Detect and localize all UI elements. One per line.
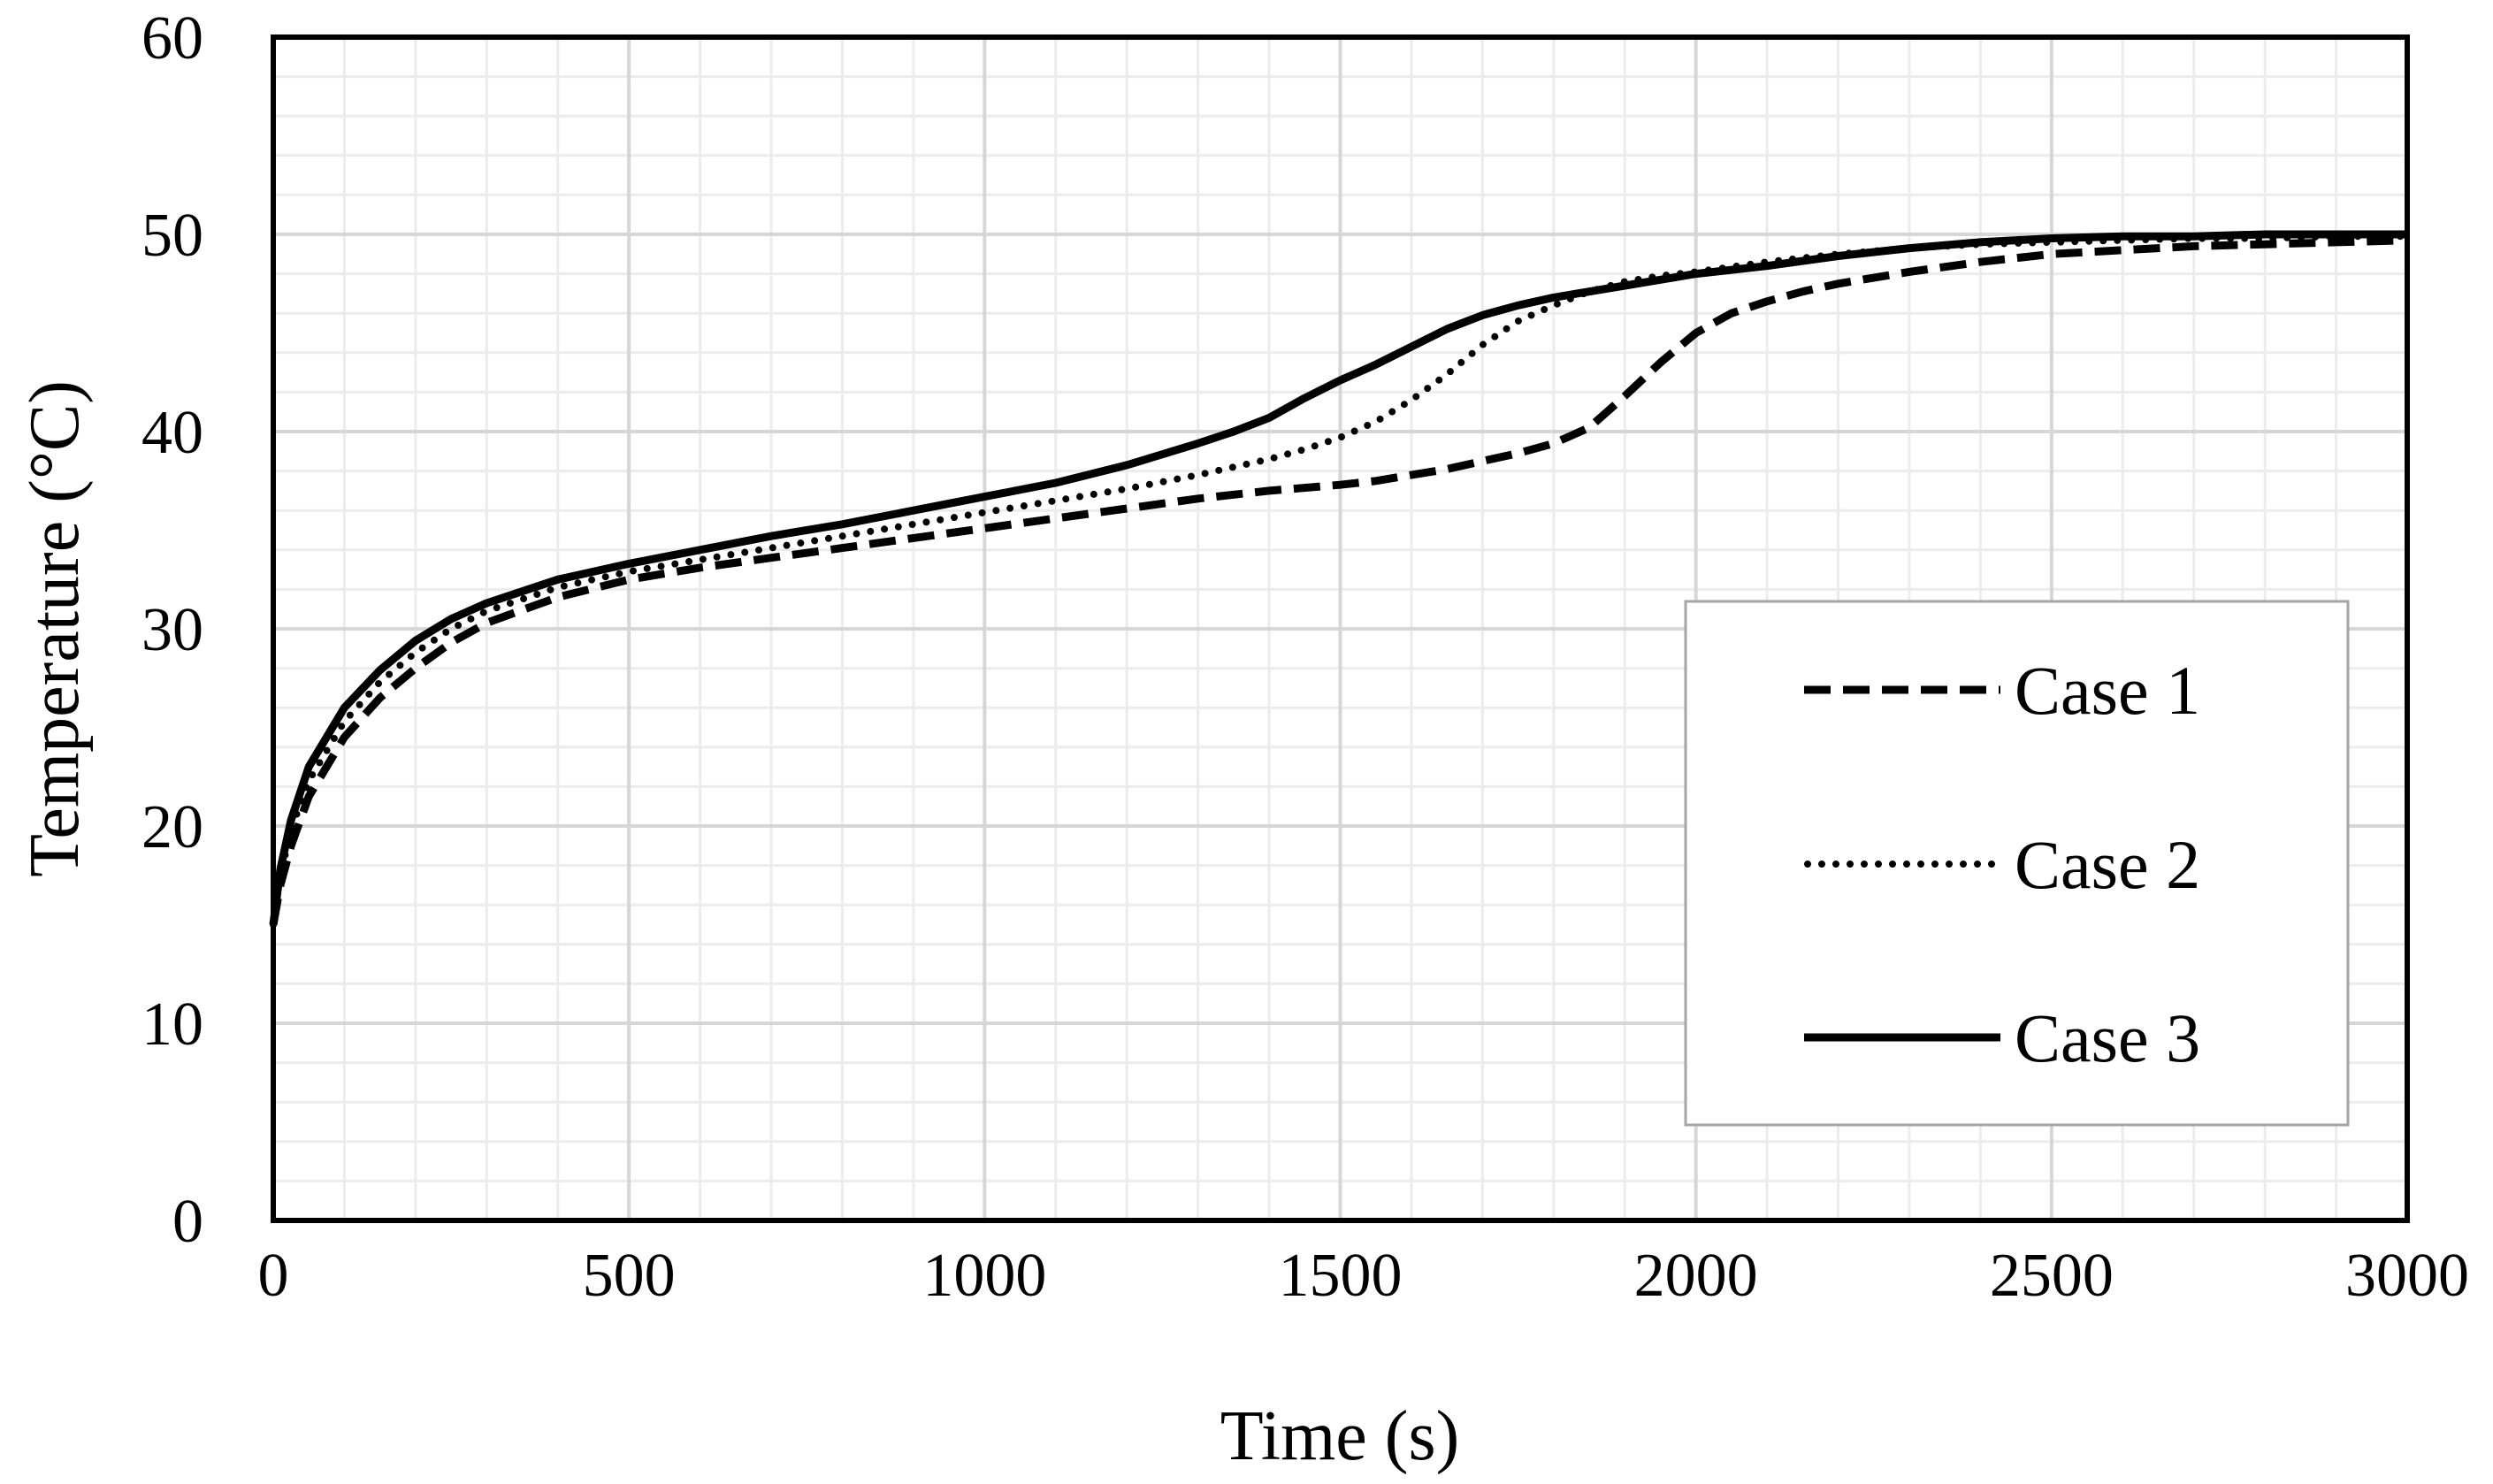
legend-box [1684,600,2350,1127]
x-axis-title: Time (s) [1220,1397,1459,1475]
legend: Case 1 Case 2 Case 3 [1684,600,2350,1127]
legend-item-case-1: Case 1 [1804,652,2200,729]
x-tick-label: 1000 [922,1242,1046,1310]
legend-item-case-2: Case 2 [1804,826,2200,903]
y-tick-label: 0 [172,1188,203,1256]
y-tick-label: 20 [141,793,203,861]
x-tick-label: 3000 [2345,1242,2469,1310]
series-line-case-1 [269,236,2408,926]
legend-label-case-2: Case 2 [2015,826,2200,903]
x-tick-label: 2500 [1990,1242,2114,1310]
legend-label-case-1: Case 1 [2015,652,2200,729]
y-axis-title: Temperature (°C) [16,380,94,877]
x-tick-label: 500 [583,1242,676,1310]
y-tick-label: 30 [141,596,203,664]
y-tick-label: 10 [141,991,203,1059]
x-tick-label: 0 [258,1242,289,1310]
y-axis-tick-labels: 0 10 20 30 40 50 60 [141,4,203,1256]
plot-area-frame [271,34,2410,1223]
x-axis-tick-labels: 0 500 1000 1500 2000 2500 3000 [258,1242,2470,1310]
series-layer [269,230,2411,929]
legend-label-case-3: Case 3 [2015,999,2200,1076]
y-tick-label: 60 [141,4,203,73]
y-tick-label: 40 [141,399,203,467]
x-tick-label: 1500 [1279,1242,1403,1310]
y-tick-label: 50 [141,202,203,270]
legend-item-case-3: Case 3 [1804,999,2200,1076]
x-tick-label: 2000 [1634,1242,1758,1310]
series-line-case-3 [269,230,2407,926]
